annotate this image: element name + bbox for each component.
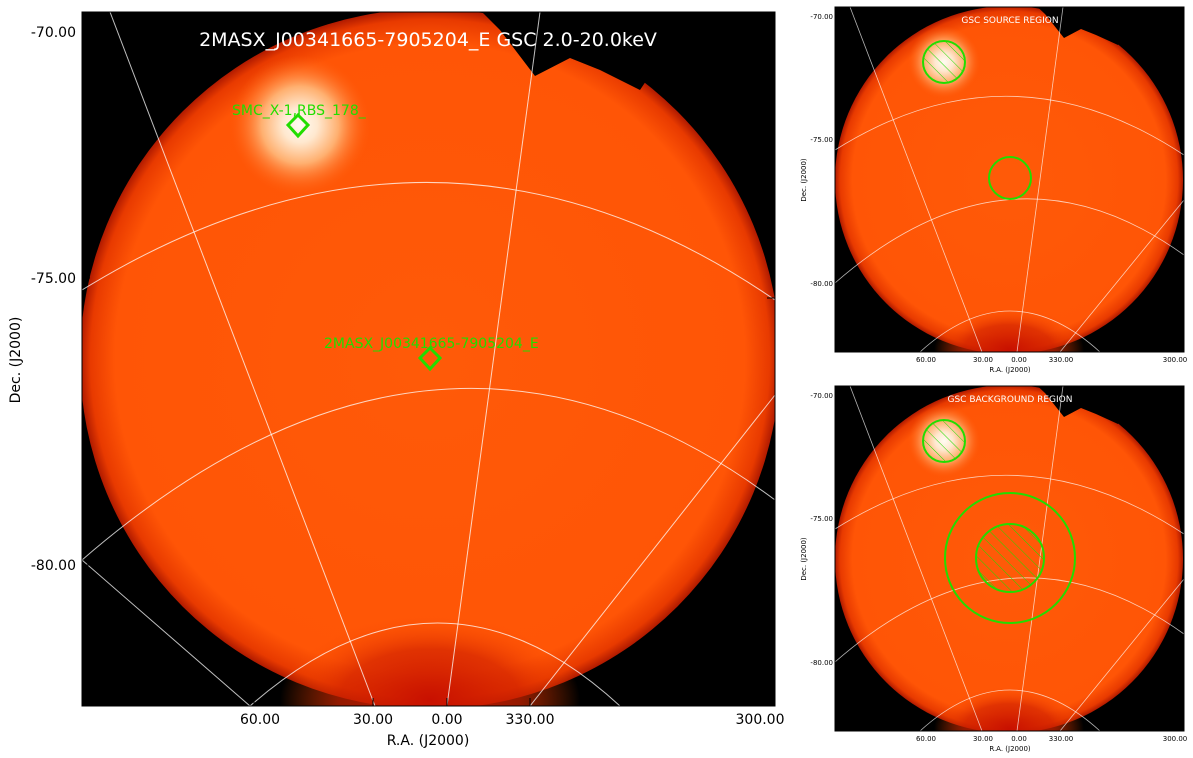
background-inner-circle <box>975 523 1045 593</box>
background-panel-title: GSC BACKGROUND REGION <box>948 395 1073 405</box>
background-frame <box>834 385 1185 732</box>
source-label-smc: SMC_X-1,RBS_178_ <box>232 103 367 119</box>
field-edge-notch <box>482 12 692 90</box>
main-title: 2MASX_J00341665-7905204_E GSC 2.0-20.0ke… <box>199 29 657 51</box>
bg-x-tick: 300.00 <box>1163 735 1188 743</box>
field-edge-notch <box>1037 7 1137 45</box>
field-of-view <box>835 7 1183 352</box>
src-y-tick: -75.00 <box>810 136 833 144</box>
main-tick-marks <box>82 31 775 706</box>
bg-x-tick: 60.00 <box>916 735 936 743</box>
background-outer-circle <box>944 492 1076 624</box>
src-ylabel: Dec. (J2000) <box>800 158 808 202</box>
src-x-tick: 0.00 <box>1011 356 1027 364</box>
source-frame <box>834 6 1185 353</box>
main-ylabel: Dec. (J2000) <box>8 317 24 404</box>
src-xlabel: R.A. (J2000) <box>989 366 1031 374</box>
bg-xlabel: R.A. (J2000) <box>989 745 1031 753</box>
field-edge-notch <box>1037 386 1137 424</box>
main-frame <box>81 11 776 707</box>
src-x-tick: 30.00 <box>973 356 993 364</box>
bg-x-tick: 30.00 <box>973 735 993 743</box>
src-x-tick: 60.00 <box>916 356 936 364</box>
source-region-panel: GSC SOURCE REGION <box>835 7 1184 352</box>
source-marker <box>417 345 443 372</box>
bg-x-tick: 330.00 <box>1049 735 1074 743</box>
main-xlabel: R.A. (J2000) <box>387 733 470 749</box>
main-x-tick: 300.00 <box>736 712 785 728</box>
main-image-panel: SMC_X-1,RBS_178_ 2MASX_J00341665-7905204… <box>82 12 775 706</box>
src-y-tick: -80.00 <box>810 280 833 288</box>
bottom-dark-region <box>280 615 580 706</box>
bottom-dark-region <box>934 687 1084 731</box>
background-region-panel: GSC BACKGROUND REGION <box>835 386 1184 731</box>
bg-y-tick: -70.00 <box>810 392 833 400</box>
source-marker <box>285 112 311 139</box>
target-region-circle <box>988 156 1032 200</box>
bg-ylabel: Dec. (J2000) <box>800 537 808 581</box>
main-x-tick: 0.00 <box>431 712 462 728</box>
source-label-target: 2MASX_J00341665-7905204_E <box>324 336 539 352</box>
main-x-tick: 60.00 <box>240 712 280 728</box>
coordinate-grid <box>82 12 775 706</box>
bright-source-glow <box>230 55 370 195</box>
source-region-circle <box>922 419 966 463</box>
main-x-tick: 30.00 <box>353 712 393 728</box>
src-x-tick: 300.00 <box>1163 356 1188 364</box>
bg-x-tick: 0.00 <box>1011 735 1027 743</box>
bg-y-tick: -80.00 <box>810 659 833 667</box>
src-x-tick: 330.00 <box>1049 356 1074 364</box>
bg-y-tick: -75.00 <box>810 515 833 523</box>
source-panel-title: GSC SOURCE REGION <box>961 16 1058 26</box>
main-y-tick: -75.00 <box>31 271 76 287</box>
main-x-tick: 330.00 <box>506 712 555 728</box>
main-y-tick: -70.00 <box>31 25 76 41</box>
src-y-tick: -70.00 <box>810 13 833 21</box>
field-of-view <box>82 12 775 706</box>
main-y-tick: -80.00 <box>31 558 76 574</box>
source-region-circle <box>922 40 966 84</box>
bottom-dark-region <box>934 308 1084 352</box>
